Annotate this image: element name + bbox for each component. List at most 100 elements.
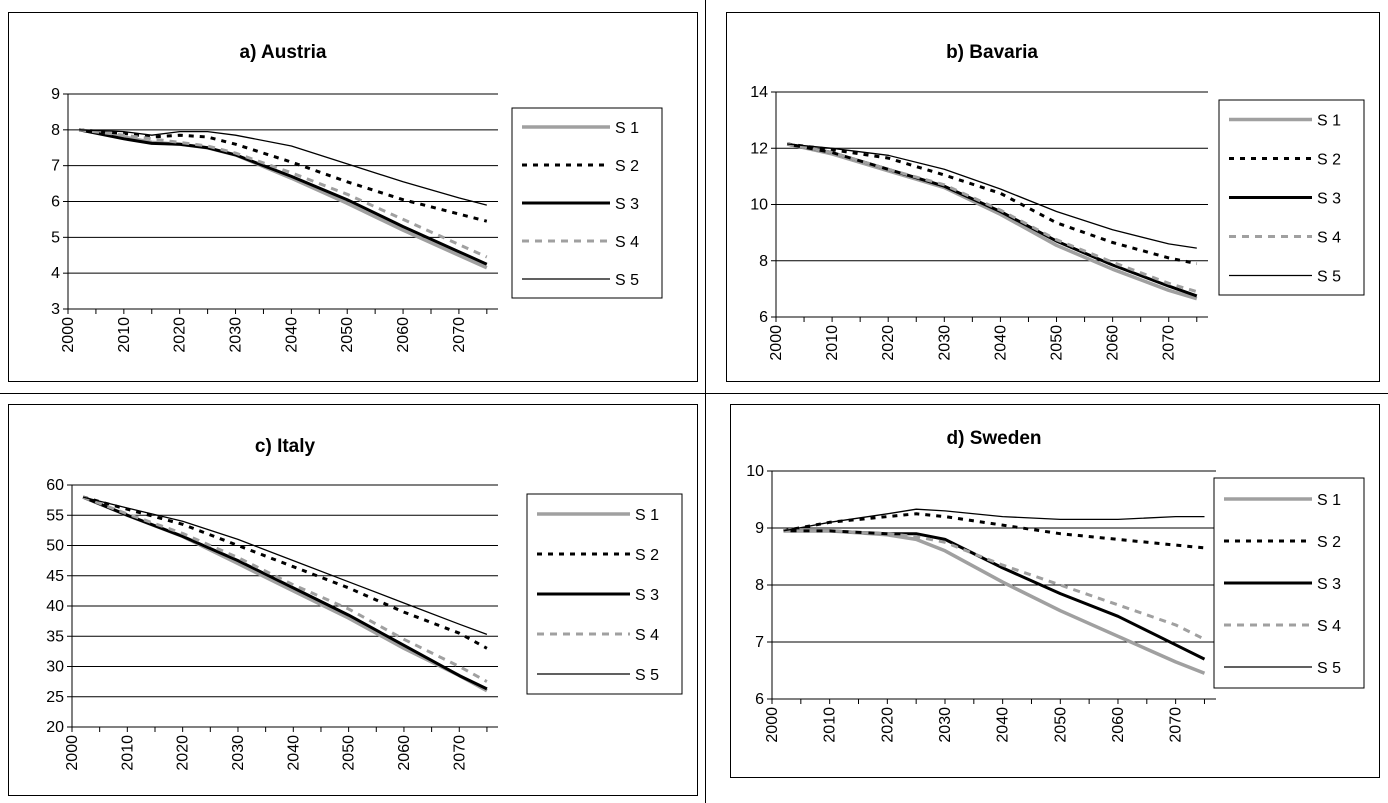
x-tick-label: 2030 [228, 317, 245, 353]
x-tick-label: 2030 [936, 325, 953, 361]
y-tick-label: 9 [51, 86, 60, 103]
y-tick-label: 9 [755, 520, 764, 537]
x-tick-label: 2050 [1052, 707, 1069, 743]
legend-label: S 4 [615, 234, 639, 251]
series-line-s-4 [786, 142, 1198, 294]
legend-label: S 2 [635, 547, 659, 564]
x-tick-label: 2030 [937, 707, 954, 743]
y-tick-label: 40 [46, 598, 64, 615]
x-tick-label: 2070 [1161, 325, 1178, 361]
x-tick-label: 2020 [175, 735, 192, 771]
legend-label: S 2 [615, 158, 639, 175]
y-tick-label: 8 [759, 253, 768, 270]
y-tick-label: 7 [755, 634, 764, 651]
y-tick-label: 8 [755, 577, 764, 594]
x-tick-label: 2050 [341, 735, 358, 771]
x-tick-label: 2040 [995, 707, 1012, 743]
legend-label: S 2 [1317, 152, 1341, 169]
legend-label: S 1 [615, 120, 639, 137]
y-tick-label: 12 [750, 140, 768, 157]
legend-label: S 3 [1317, 191, 1341, 208]
series-line-s-4 [79, 128, 488, 259]
chart-svg: a) Austria 3 4 5 6 7 8 9 2000 2010 2020 2030 2040 205… [51, 42, 663, 353]
y-tick-label: 6 [755, 691, 764, 708]
x-tick-label: 2060 [395, 317, 412, 353]
x-tick-label: 2020 [879, 707, 896, 743]
x-tick-label: 2010 [119, 735, 136, 771]
series-line-s-5 [787, 143, 1197, 249]
y-tick-label: 25 [46, 689, 64, 706]
x-tick-label: 2000 [768, 325, 785, 361]
x-tick-label: 2060 [1105, 325, 1122, 361]
x-tick-label: 2070 [451, 735, 468, 771]
y-tick-label: 55 [46, 507, 64, 524]
legend-label: S 3 [635, 587, 659, 604]
chart-title: b) Bavaria [946, 42, 1038, 63]
y-tick-label: 6 [759, 309, 768, 326]
series-line-s-5 [783, 508, 1205, 532]
y-tick-label: 8 [51, 122, 60, 139]
y-tick-label: 3 [51, 301, 60, 318]
chart-svg: d) Sweden 6 7 8 9 10 2000 2010 2020 2030 2040 2050 2… [746, 428, 1365, 743]
y-tick-label: 50 [46, 538, 64, 555]
y-tick-label: 14 [750, 84, 768, 101]
series-line-s-3 [786, 142, 1198, 298]
y-tick-label: 4 [51, 265, 60, 282]
y-tick-label: 5 [51, 229, 60, 246]
legend-label: S 5 [615, 272, 639, 289]
chart-title: d) Sweden [946, 428, 1041, 449]
chart-svg: b) Bavaria 6 8 10 12 14 2000 2010 2020 2030 2040 20… [750, 42, 1365, 361]
series-line-s-5 [79, 129, 487, 206]
chart-cell-a-austria: a) Austria 3 4 5 6 7 8 9 2000 2010 2020 2030 2040 205… [0, 0, 706, 394]
legend-label: S 5 [1317, 269, 1341, 286]
x-tick-label: 2000 [60, 317, 77, 353]
y-tick-label: 6 [51, 194, 60, 211]
series-line-s-3 [783, 529, 1206, 661]
x-tick-label: 2060 [1110, 707, 1127, 743]
legend-label: S 3 [615, 196, 639, 213]
y-tick-label: 10 [746, 463, 764, 480]
y-tick-label: 7 [51, 158, 60, 175]
y-tick-label: 45 [46, 568, 64, 585]
legend-label: S 3 [1317, 576, 1341, 593]
legend-label: S 4 [1317, 618, 1341, 635]
chart-title: c) Italy [255, 436, 316, 457]
x-tick-label: 2000 [764, 707, 781, 743]
x-tick-label: 2050 [339, 317, 356, 353]
series-line-s-4 [82, 495, 488, 683]
series-line-s-3 [78, 128, 488, 266]
y-tick-label: 20 [46, 719, 64, 736]
y-tick-label: 60 [46, 477, 64, 494]
series-line-s-2 [82, 495, 488, 650]
legend-label: S 1 [635, 507, 659, 524]
legend-label: S 4 [635, 627, 659, 644]
chart-svg: c) Italy 20 25 30 35 40 45 50 55 60 2000 2010 2020 20… [46, 436, 683, 771]
legend-label: S 4 [1317, 230, 1341, 247]
series-line-s-1 [82, 495, 488, 693]
legend-label: S 2 [1317, 534, 1341, 551]
x-tick-label: 2040 [283, 317, 300, 353]
series-line-s-1 [786, 142, 1198, 301]
x-tick-label: 2000 [64, 735, 81, 771]
series-line-s-2 [787, 142, 1198, 266]
chart-cell-d-sweden: d) Sweden 6 7 8 9 10 2000 2010 2020 2030 2040 2050 2… [706, 394, 1388, 803]
x-tick-label: 2050 [1049, 325, 1066, 361]
y-tick-label: 35 [46, 628, 64, 645]
chart-title: a) Austria [240, 42, 327, 63]
y-tick-label: 30 [46, 659, 64, 676]
series-line-s-3 [82, 495, 488, 691]
x-tick-label: 2070 [451, 317, 468, 353]
legend-label: S 5 [1317, 660, 1341, 677]
series-line-s-1 [78, 128, 488, 270]
x-tick-label: 2020 [880, 325, 897, 361]
series-line-s-1 [783, 529, 1206, 675]
series-line-s-2 [79, 128, 488, 223]
y-tick-label: 10 [750, 197, 768, 214]
series-line-s-5 [82, 496, 488, 636]
x-tick-label: 2010 [116, 317, 133, 353]
x-tick-label: 2040 [992, 325, 1009, 361]
legend-label: S 1 [1317, 492, 1341, 509]
x-tick-label: 2060 [396, 735, 413, 771]
series-line-s-2 [783, 512, 1205, 550]
